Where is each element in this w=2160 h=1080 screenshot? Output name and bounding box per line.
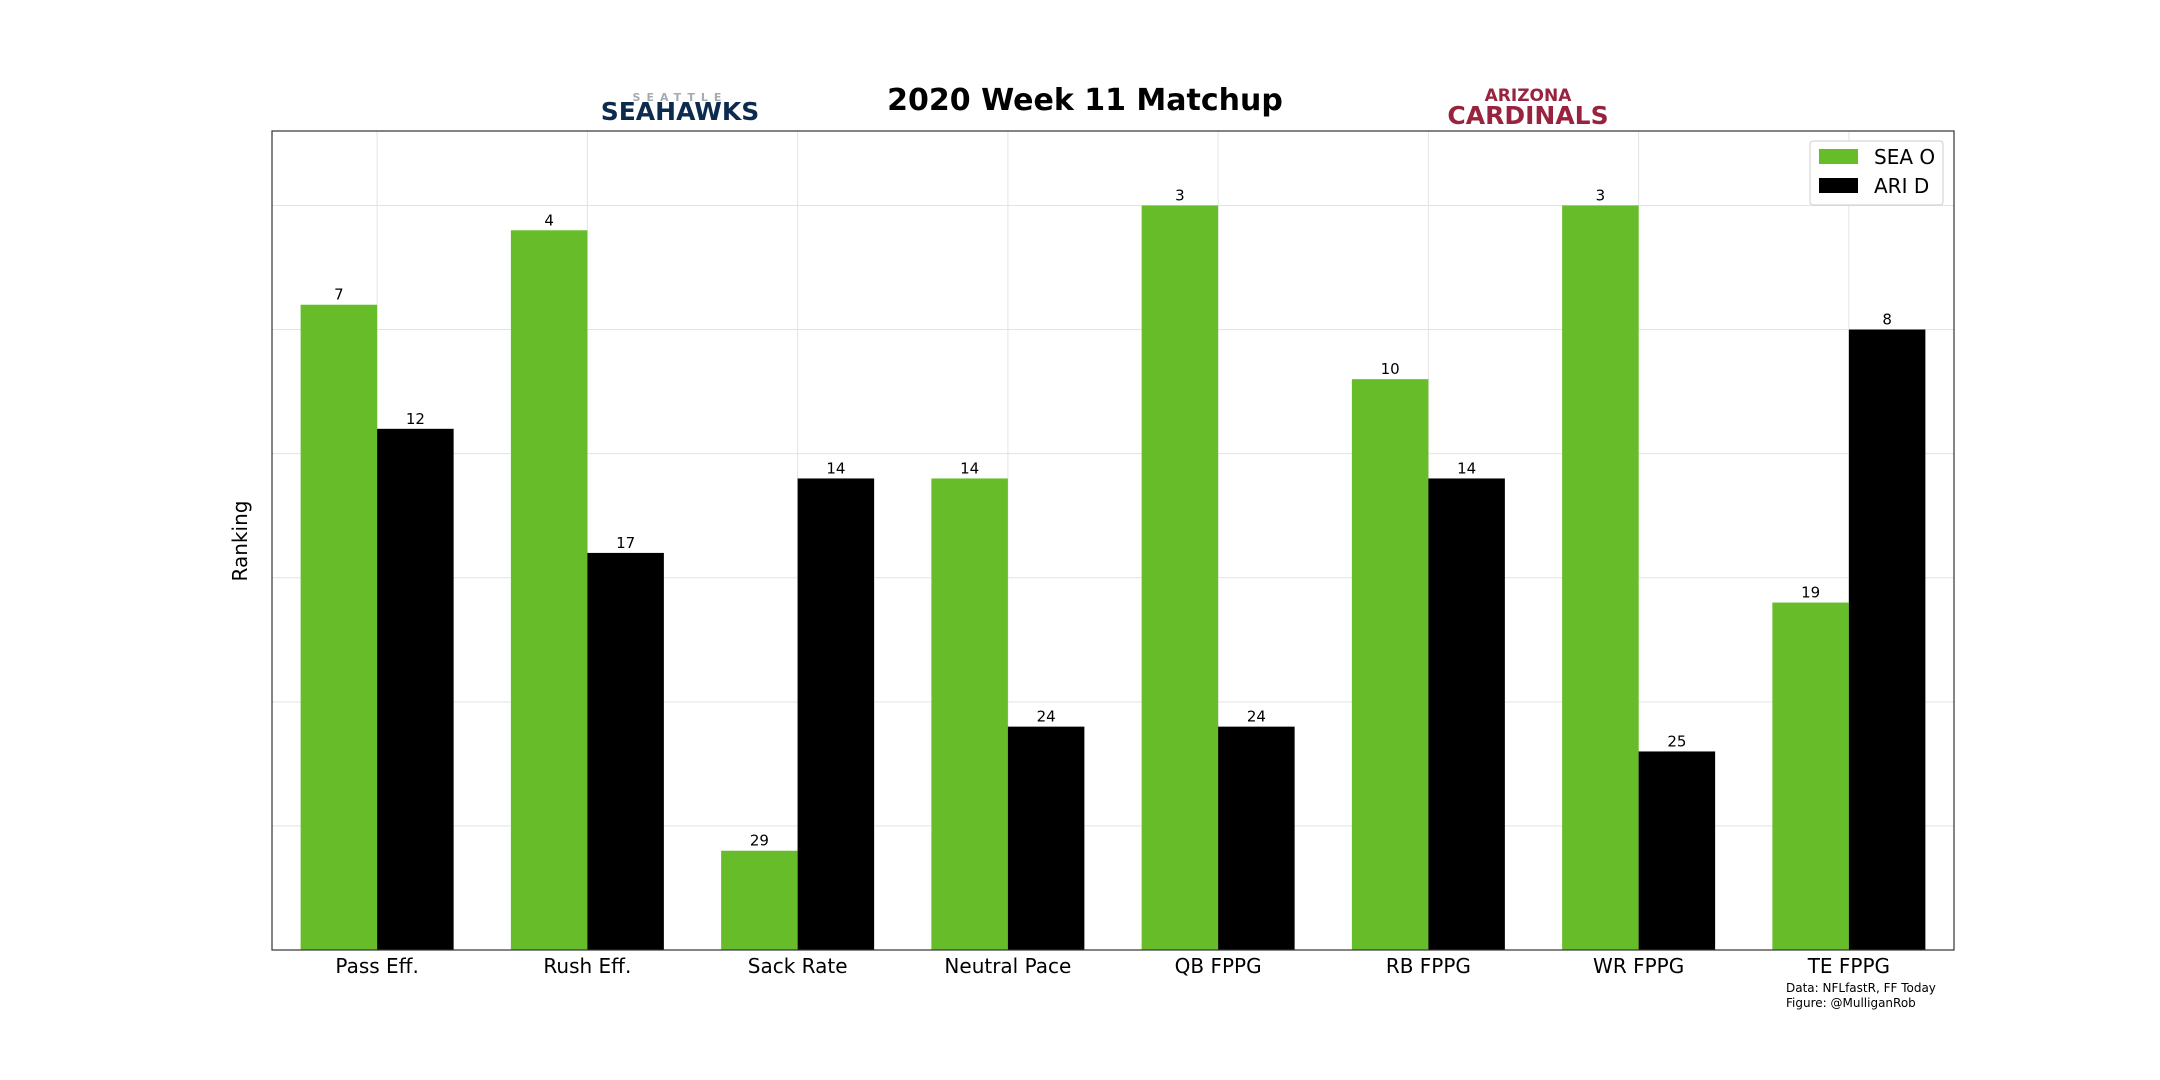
x-tick-label: Rush Eff. bbox=[543, 954, 631, 978]
y-axis-label: Ranking bbox=[228, 501, 252, 582]
data-label: 17 bbox=[616, 534, 635, 552]
seahawks-logo: SEATTLE SEAHAWKS bbox=[601, 91, 760, 126]
data-label: 19 bbox=[1801, 584, 1820, 602]
data-label: 14 bbox=[1457, 459, 1476, 477]
data-label: 7 bbox=[334, 286, 344, 304]
seahawks-logo-text: SEAHAWKS bbox=[601, 97, 760, 126]
bar-sea-o-wr-fppg bbox=[1562, 205, 1639, 951]
x-tick-label: Neutral Pace bbox=[944, 954, 1071, 978]
data-label: 29 bbox=[750, 832, 769, 850]
bar-sea-o-rush-eff- bbox=[510, 230, 588, 951]
cardinals-logo-text: CARDINALS bbox=[1447, 101, 1608, 130]
bar-sea-o-neutral-pace bbox=[931, 478, 1008, 950]
data-label: 8 bbox=[1882, 311, 1892, 329]
data-label: 25 bbox=[1667, 732, 1686, 750]
data-label: 3 bbox=[1175, 186, 1185, 204]
bar-ari-d-wr-fppg bbox=[1638, 751, 1716, 950]
data-label: 24 bbox=[1247, 708, 1266, 726]
x-tick-label: Pass Eff. bbox=[335, 954, 418, 978]
data-label: 3 bbox=[1596, 186, 1606, 204]
seahawks-logo-small-text: SEATTLE bbox=[633, 91, 728, 104]
legend-swatch-sea-o bbox=[1819, 149, 1858, 164]
x-tick-labels: Pass Eff. Rush Eff. Sack Rate Neutral Pace Q… bbox=[335, 954, 1890, 978]
data-label: 14 bbox=[826, 459, 845, 477]
data-label: 14 bbox=[960, 459, 979, 477]
bar-ari-d-sack-rate bbox=[797, 478, 875, 950]
legend-label-ari-d: ARI D bbox=[1874, 174, 1929, 198]
legend: SEA O ARI D bbox=[1809, 140, 1944, 206]
credits-figure-author: Figure: @MulliganRob bbox=[1786, 996, 1916, 1010]
data-label: 4 bbox=[544, 211, 554, 229]
bar-ari-d-rush-eff- bbox=[587, 552, 664, 950]
data-label: 24 bbox=[1037, 708, 1056, 726]
data-label: 10 bbox=[1381, 360, 1400, 378]
bar-sea-o-sack-rate bbox=[721, 850, 798, 950]
bar-ari-d-te-fppg bbox=[1848, 329, 1926, 951]
bar-ari-d-neutral-pace bbox=[1007, 726, 1085, 950]
bar-sea-o-te-fppg bbox=[1772, 602, 1849, 950]
data-labels: 7 12 4 17 29 14 14 24 3 24 10 14 3 25 19 8 bbox=[334, 186, 1892, 849]
bar-ari-d-pass-eff- bbox=[377, 428, 454, 950]
bar-ari-d-qb-fppg bbox=[1218, 726, 1295, 950]
cardinals-logo: ARIZONA CARDINALS bbox=[1447, 86, 1608, 130]
x-tick-label: WR FPPG bbox=[1593, 954, 1684, 978]
bar-ari-d-rb-fppg bbox=[1428, 478, 1505, 950]
x-tick-label: TE FPPG bbox=[1807, 954, 1890, 978]
chart-title: 2020 Week 11 Matchup bbox=[887, 83, 1283, 118]
bar-sea-o-pass-eff- bbox=[300, 304, 378, 950]
cardinals-logo-top-text: ARIZONA bbox=[1485, 86, 1573, 106]
data-label: 12 bbox=[406, 410, 425, 428]
bars bbox=[300, 205, 1926, 951]
x-tick-label: QB FPPG bbox=[1175, 954, 1262, 978]
plot-frame bbox=[271, 130, 1955, 951]
bar-sea-o-rb-fppg bbox=[1351, 379, 1429, 950]
legend-label-sea-o: SEA O bbox=[1874, 145, 1935, 169]
bar-sea-o-qb-fppg bbox=[1141, 205, 1219, 951]
credits-data-source: Data: NFLfastR, FF Today bbox=[1786, 981, 1936, 995]
x-tick-label: Sack Rate bbox=[748, 954, 848, 978]
x-tick-label: RB FPPG bbox=[1386, 954, 1471, 978]
legend-swatch-ari-d bbox=[1819, 178, 1858, 193]
